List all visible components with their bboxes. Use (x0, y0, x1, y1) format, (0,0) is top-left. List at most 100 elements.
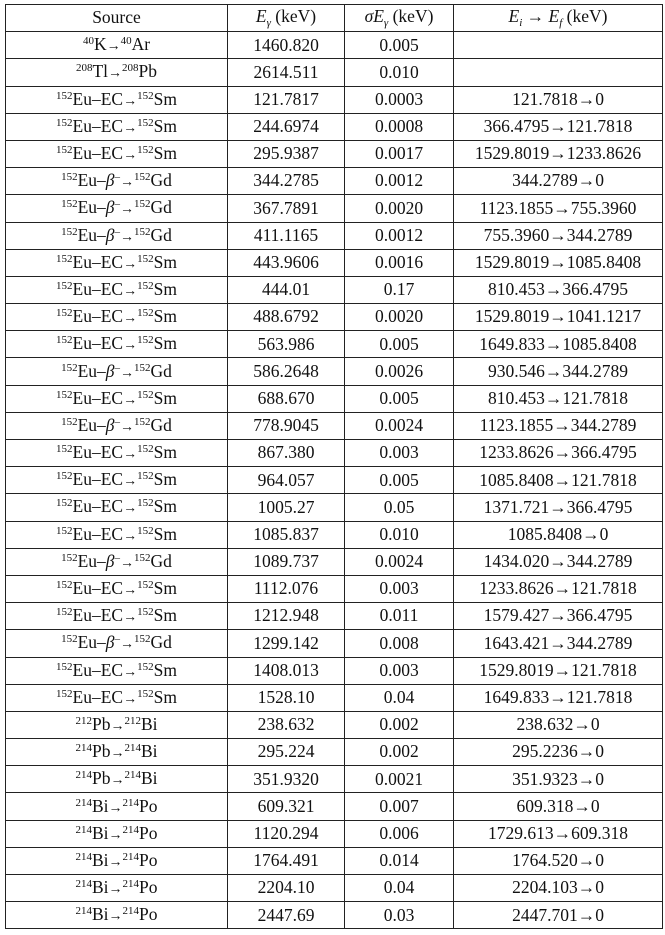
parent-nuclide: Eu–EC (72, 605, 124, 626)
daughter-nuclide: Sm (153, 251, 177, 272)
daughter-mass-number: 152 (137, 89, 154, 102)
parent-nuclide: Bi (91, 849, 109, 870)
daughter-nuclide: Gd (150, 360, 172, 381)
transition-cell: 1233.8626→366.4795 (453, 438, 663, 468)
table-row: 152Eu–EC→152Sm 443.9606 0.0016 1529.8019→10… (5, 248, 663, 277)
parent-nuclide: Eu–EC (72, 578, 124, 599)
decay-arrow: → (108, 909, 123, 925)
energy-cell: 244.6974 (227, 112, 345, 141)
parent-mass-number: 152 (56, 579, 73, 592)
uncertainty-cell: 0.0016 (344, 248, 454, 277)
source-cell: 152Eu–EC→152Sm (5, 139, 228, 169)
parent-nuclide: Bi (91, 795, 109, 816)
decay-arrow: → (123, 501, 138, 517)
source-cell: 214Pb→214Bi (5, 738, 228, 767)
uncertainty-cell: 0.002 (344, 710, 454, 740)
parent-nuclide: Eu–EC (72, 306, 124, 327)
parent-nuclide: Eu– (77, 360, 106, 381)
parent-mass-number: 152 (56, 388, 73, 401)
parent-nuclide: Eu–EC (72, 333, 124, 354)
daughter-nuclide: Sm (153, 686, 177, 707)
daughter-mass-number: 152 (137, 307, 154, 320)
energy-cell: 1528.10 (227, 683, 345, 712)
energy-cell: 444.01 (227, 275, 345, 305)
uncertainty-cell: 0.0008 (344, 112, 454, 141)
daughter-nuclide: Pb (138, 61, 158, 82)
parent-nuclide: Eu–EC (72, 88, 124, 109)
parent-mass-number: 152 (56, 443, 73, 456)
source-cell: 152Eu–β–→152Gd (5, 194, 228, 223)
source-cell: 152Eu–EC→152Sm (5, 438, 228, 468)
parent-nuclide: Bi (91, 877, 109, 898)
decay-arrow: → (123, 256, 138, 272)
parent-mass-number: 152 (56, 252, 73, 265)
uncertainty-cell: 0.011 (344, 602, 454, 631)
source-cell: 152Eu–β–→152Gd (5, 167, 228, 196)
header-row: Source Eγ (keV) σEγ (keV) Ei → Ef (keV) (5, 3, 663, 33)
table-row: 152Eu–EC→152Sm 563.986 0.005 1649.833→1085.… (5, 330, 663, 359)
energy-cell: 351.9320 (227, 765, 345, 794)
table-row: 152Eu–EC→152Sm 1528.10 0.04 1649.833→121.78… (5, 683, 663, 712)
daughter-mass-number: 152 (137, 470, 154, 483)
parent-mass-number: 214 (75, 769, 92, 782)
table-row: 214Pb→214Bi 351.9320 0.0021 351.9323→0 (5, 765, 663, 794)
energy-cell: 563.986 (227, 330, 345, 359)
transition-cell: 1649.833→121.7818 (453, 683, 663, 712)
header-transition: Ei → Ef (keV) (453, 3, 663, 33)
decay-mode-sign: – (114, 415, 121, 428)
parent-nuclide: Eu– (77, 414, 106, 435)
energy-cell: 1120.294 (227, 819, 345, 848)
energy-unit: (keV) (270, 5, 317, 26)
transition-cell: 2447.701→0 (453, 901, 663, 930)
source-cell: 152Eu–β–→152Gd (5, 411, 228, 441)
parent-mass-number: 152 (56, 524, 73, 537)
source-cell: 152Eu–β–→152Gd (5, 547, 228, 576)
source-cell: 152Eu–EC→152Sm (5, 520, 228, 549)
energy-cell: 2614.511 (227, 58, 345, 87)
parent-mass-number: 214 (75, 742, 92, 755)
energy-cell: 609.321 (227, 792, 345, 821)
energy-symbol: E (255, 5, 267, 26)
uncertainty-cell: 0.010 (344, 58, 454, 87)
decay-arrow: → (123, 447, 138, 463)
parent-mass-number: 152 (56, 307, 73, 320)
decay-arrow: → (120, 202, 135, 218)
energy-cell: 964.057 (227, 466, 345, 495)
daughter-nuclide: Sm (153, 88, 177, 109)
transition-cell (453, 31, 663, 60)
decay-mode-sign: – (114, 633, 121, 646)
parent-mass-number: 152 (56, 89, 73, 102)
transition-cell: 1729.613→609.318 (453, 819, 663, 848)
table-row: 152Eu–EC→152Sm 444.01 0.17 810.453→366.4795 (5, 275, 663, 305)
uncertainty-cell: 0.05 (344, 493, 454, 522)
transition-cell: 1529.8019→1085.8408 (453, 248, 663, 277)
daughter-mass-number: 152 (134, 361, 151, 374)
energy-cell: 367.7891 (227, 194, 345, 223)
daughter-mass-number: 152 (137, 579, 154, 592)
parent-nuclide: Eu–EC (72, 115, 124, 136)
parent-nuclide: Eu–EC (72, 143, 124, 164)
decay-mode: β (105, 550, 115, 571)
transition-cell: 1764.520→0 (453, 846, 663, 876)
uncertainty-cell: 0.0003 (344, 85, 454, 114)
header-energy: Eγ (keV) (227, 3, 345, 33)
decay-arrow: → (120, 419, 135, 435)
transition-cell: 351.9323→0 (453, 765, 663, 794)
parent-nuclide: Eu– (77, 550, 106, 571)
daughter-nuclide: Sm (153, 659, 177, 680)
table-row: 152Eu–β–→152Gd 1299.142 0.008 1643.421→344.… (5, 629, 663, 658)
decay-arrow: → (123, 474, 138, 490)
daughter-nuclide: Sm (153, 469, 177, 490)
daughter-mass-number: 40 (120, 35, 132, 48)
energy-cell: 2204.10 (227, 873, 345, 903)
daughter-nuclide: Sm (153, 523, 177, 544)
daughter-nuclide: Sm (153, 442, 177, 463)
transition-cell: 2204.103→0 (453, 873, 663, 903)
parent-nuclide: Eu–EC (72, 523, 124, 544)
decay-mode: β (105, 197, 115, 218)
decay-arrow: → (123, 311, 138, 327)
decay-arrow: → (123, 664, 138, 680)
source-cell: 152Eu–EC→152Sm (5, 493, 228, 522)
decay-arrow: → (120, 229, 135, 245)
table-row: 152Eu–EC→152Sm 488.6792 0.0020 1529.8019→10… (5, 303, 663, 332)
